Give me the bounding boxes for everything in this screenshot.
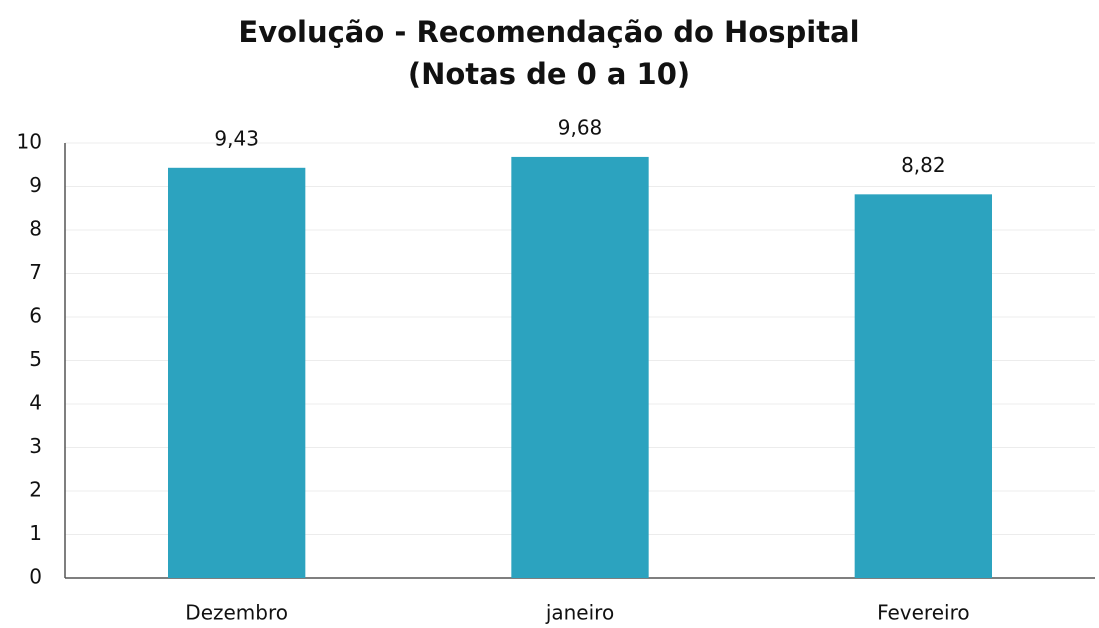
- y-tick-label: 7: [29, 260, 42, 284]
- chart-title: Evolução - Recomendação do Hospital: [238, 15, 859, 49]
- y-tick-label: 10: [17, 130, 42, 154]
- y-tick-label: 3: [29, 434, 42, 458]
- x-tick-label: Dezembro: [185, 601, 288, 625]
- y-tick-label: 6: [29, 304, 42, 328]
- y-tick-label: 4: [29, 391, 42, 415]
- y-tick-label: 2: [29, 478, 42, 502]
- y-tick-label: 1: [29, 521, 42, 545]
- bar: [168, 167, 306, 579]
- y-tick-label: 8: [29, 217, 42, 241]
- x-tick-label: janeiro: [545, 601, 614, 625]
- bar: [854, 194, 992, 578]
- x-tick-label: Fevereiro: [877, 601, 970, 625]
- bar: [511, 156, 649, 579]
- data-label: 9,68: [558, 115, 603, 139]
- chart-subtitle: (Notas de 0 a 10): [408, 57, 690, 91]
- y-tick-label: 0: [29, 565, 42, 589]
- data-label: 8,82: [901, 153, 946, 177]
- y-tick-label: 9: [29, 173, 42, 197]
- data-label: 9,43: [214, 126, 259, 150]
- y-tick-label: 5: [29, 347, 42, 371]
